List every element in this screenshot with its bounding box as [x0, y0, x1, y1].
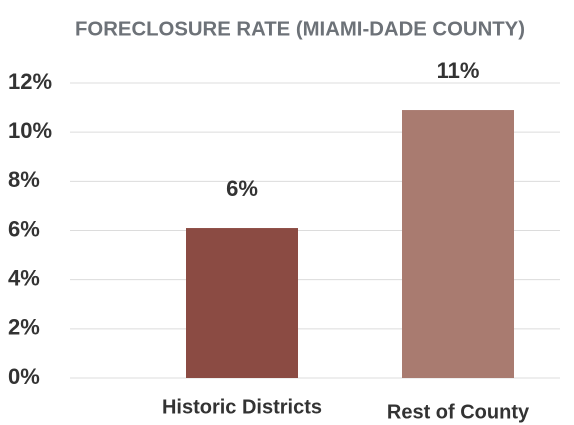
x-tick-label: Rest of County — [387, 401, 530, 423]
y-tick-label: 10% — [8, 118, 52, 143]
y-tick-label: 12% — [8, 69, 52, 94]
bar — [186, 228, 298, 378]
value-label: 6% — [226, 176, 258, 201]
x-tick-label: Historic Districts — [162, 396, 322, 418]
y-tick-label: 2% — [8, 315, 40, 340]
y-tick-label: 8% — [8, 167, 40, 192]
chart-title: FORECLOSURE RATE (MIAMI-DADE COUNTY) — [75, 18, 525, 40]
bar — [402, 110, 514, 379]
y-tick-label: 0% — [8, 364, 40, 389]
y-tick-label: 6% — [8, 216, 40, 241]
value-label: 11% — [437, 58, 480, 83]
y-tick-label: 4% — [8, 265, 40, 290]
